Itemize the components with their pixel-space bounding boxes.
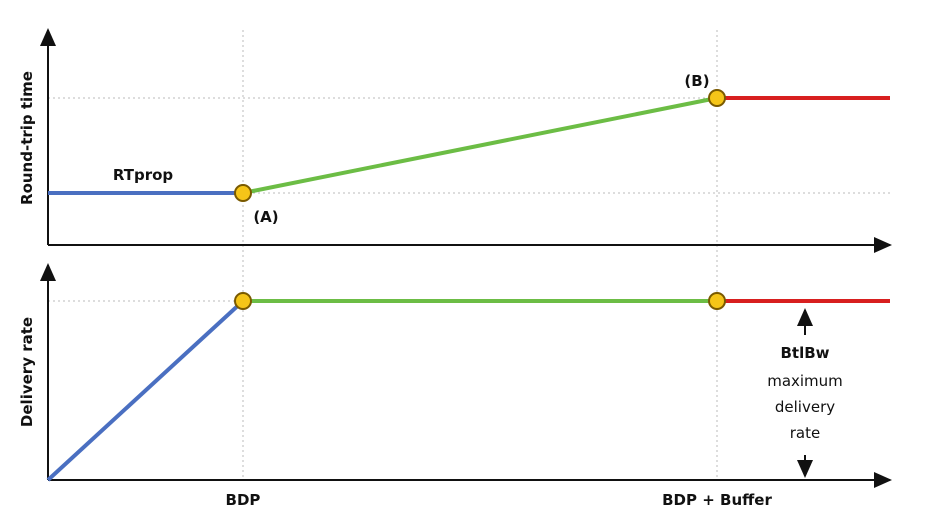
point (708, 89, 726, 107)
line-label: RTprop (113, 166, 174, 184)
limit-description: delivery (775, 398, 835, 416)
limit-description: maximum (767, 372, 843, 390)
point (234, 184, 252, 202)
points (234, 89, 726, 310)
point (234, 292, 252, 310)
limit-label: BtlBw (780, 344, 829, 362)
queue-line (242, 96, 718, 195)
point-label: (A) (253, 208, 278, 226)
y-label: Round-trip time (18, 71, 36, 205)
x-label: BDP + Buffer (662, 491, 772, 509)
rate-ramp-line (46, 299, 245, 482)
point (708, 292, 726, 310)
limit-description: rate (790, 424, 820, 442)
x-label: BDP (226, 491, 261, 509)
y-label: Delivery rate (18, 317, 36, 427)
point-label: (B) (684, 72, 709, 90)
